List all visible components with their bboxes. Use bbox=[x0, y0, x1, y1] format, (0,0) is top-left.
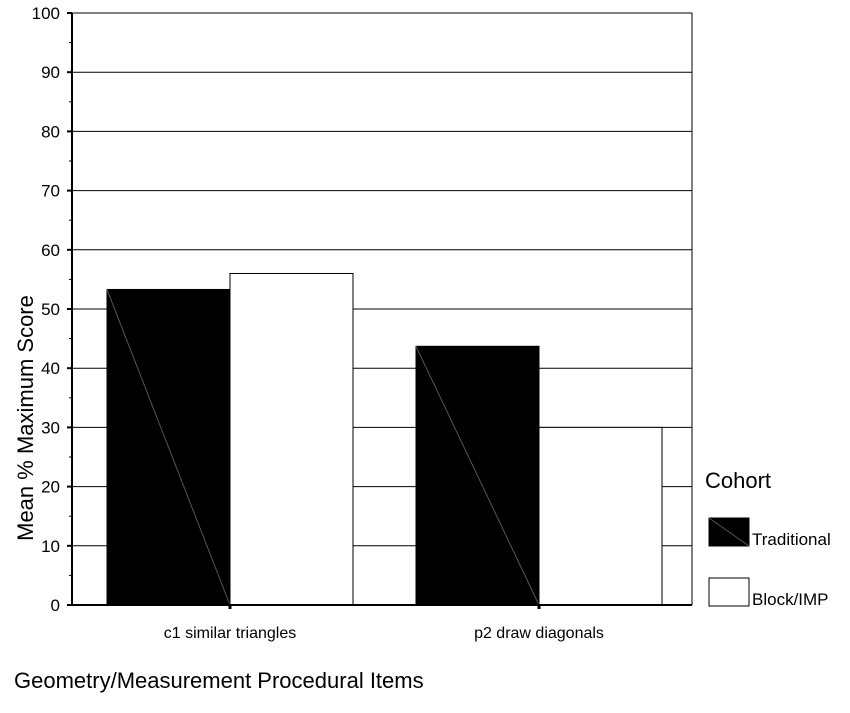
y-tick-label-100: 100 bbox=[32, 4, 60, 23]
bar-block-imp-1 bbox=[229, 272, 354, 606]
y-tick-label-20: 20 bbox=[41, 478, 60, 497]
legend-title: Cohort bbox=[705, 468, 771, 493]
y-tick-labels: 0 10 20 30 40 50 60 70 80 90 100 bbox=[32, 4, 60, 615]
axes bbox=[67, 12, 693, 609]
y-tick-label-40: 40 bbox=[41, 359, 60, 378]
legend-label-traditional: Traditional bbox=[752, 530, 831, 549]
y-axis-label: Mean % Maximum Score bbox=[13, 295, 38, 541]
legend-items: Traditional Block/IMP bbox=[708, 517, 831, 609]
bar-hatch bbox=[106, 289, 231, 606]
y-tick-label-0: 0 bbox=[51, 596, 60, 615]
y-tick-label-80: 80 bbox=[41, 122, 60, 141]
y-tick-label-90: 90 bbox=[41, 63, 60, 82]
y-tick-label-70: 70 bbox=[41, 182, 60, 201]
legend-swatch-block-imp bbox=[708, 577, 750, 607]
x-category-labels: c1 similar triangles p2 draw diagonals bbox=[164, 625, 604, 642]
y-tick-label-10: 10 bbox=[41, 537, 60, 556]
x-axis-label: Geometry/Measurement Procedural Items bbox=[14, 668, 424, 693]
bar-block-imp-2 bbox=[538, 426, 663, 606]
legend-label-block-imp: Block/IMP bbox=[752, 590, 829, 609]
x-category-label-2: p2 draw diagonals bbox=[474, 625, 604, 642]
bars bbox=[106, 272, 663, 606]
legend: Cohort Traditional Block/IMP bbox=[705, 468, 831, 609]
legend-hatch bbox=[708, 517, 750, 547]
bar-hatch bbox=[415, 346, 540, 606]
y-tick-label-60: 60 bbox=[41, 241, 60, 260]
x-category-label-1: c1 similar triangles bbox=[164, 625, 296, 642]
y-tick-label-50: 50 bbox=[41, 300, 60, 319]
y-tick-label-30: 30 bbox=[41, 418, 60, 437]
